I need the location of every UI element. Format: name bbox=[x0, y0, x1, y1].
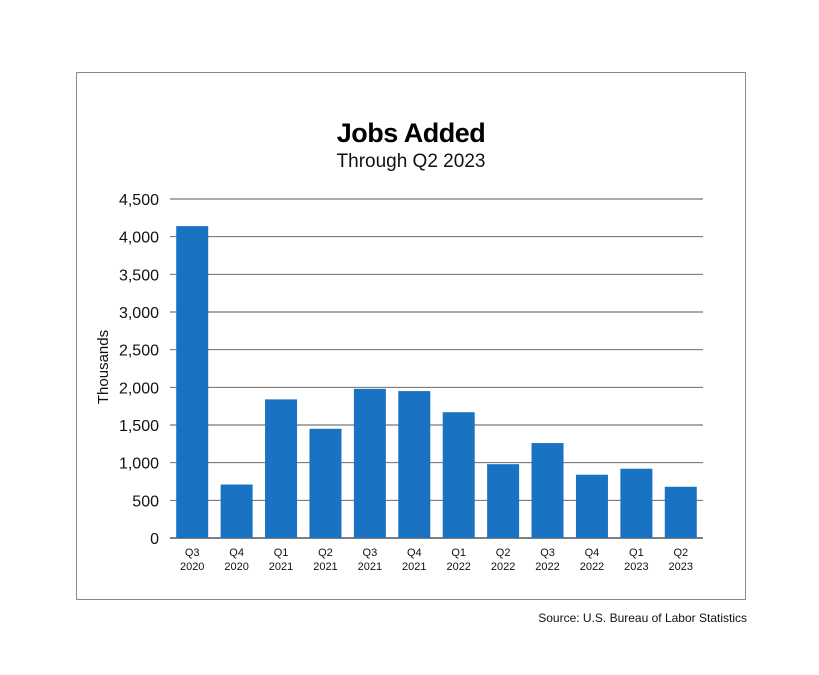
bar bbox=[620, 468, 653, 538]
y-tick-label: 500 bbox=[132, 493, 159, 510]
bar bbox=[575, 474, 608, 538]
y-axis-ticks: 0 500 1,000 1,500 2,000 2,500 3,000 3,500 4,000 4… bbox=[119, 192, 159, 548]
gridlines bbox=[170, 198, 703, 539]
x-tick-label: Q3 2021 bbox=[358, 547, 382, 573]
bar bbox=[353, 388, 386, 538]
y-tick-label: 1,500 bbox=[119, 418, 159, 435]
bar bbox=[442, 412, 475, 538]
bars bbox=[176, 226, 697, 538]
x-tick-label: Q4 2021 bbox=[402, 547, 426, 573]
bar bbox=[265, 399, 298, 538]
x-tick-label: Q2 2021 bbox=[313, 547, 337, 573]
chart-subtitle: Through Q2 2023 bbox=[336, 151, 486, 172]
x-tick-label: Q1 2023 bbox=[624, 547, 648, 573]
source-note: Source: U.S. Bureau of Labor Statistics bbox=[538, 611, 747, 625]
x-axis-ticks: Q3 2020 Q4 2020 Q1 2021 Q2 2021 Q3 2021 Q4 2021 Q1 20… bbox=[180, 547, 693, 573]
x-tick-label: Q4 2020 bbox=[224, 547, 248, 573]
x-tick-label: Q3 2020 bbox=[180, 547, 204, 573]
bar bbox=[398, 391, 431, 538]
x-tick-label: Q1 2021 bbox=[269, 547, 293, 573]
x-tick-label: Q2 2023 bbox=[669, 547, 693, 573]
bar bbox=[220, 484, 253, 538]
bar bbox=[487, 464, 520, 538]
bar bbox=[309, 428, 342, 538]
x-tick-label: Q3 2022 bbox=[535, 547, 559, 573]
bar bbox=[531, 443, 564, 538]
x-tick-label: Q1 2022 bbox=[446, 547, 470, 573]
x-tick-label: Q4 2022 bbox=[580, 547, 604, 573]
y-tick-label: 1,000 bbox=[119, 456, 159, 473]
y-tick-label: 4,000 bbox=[119, 230, 159, 247]
y-tick-label: 0 bbox=[150, 531, 159, 548]
y-tick-label: 3,500 bbox=[119, 267, 159, 284]
bar bbox=[664, 486, 697, 538]
y-tick-label: 3,000 bbox=[119, 305, 159, 322]
y-tick-label: 2,500 bbox=[119, 343, 159, 360]
y-tick-label: 2,000 bbox=[119, 380, 159, 397]
x-tick-label: Q2 2022 bbox=[491, 547, 515, 573]
bar bbox=[176, 226, 209, 538]
y-axis-label: Thousands bbox=[95, 330, 112, 404]
chart-title: Jobs Added bbox=[336, 118, 486, 148]
y-tick-label: 4,500 bbox=[119, 192, 159, 209]
